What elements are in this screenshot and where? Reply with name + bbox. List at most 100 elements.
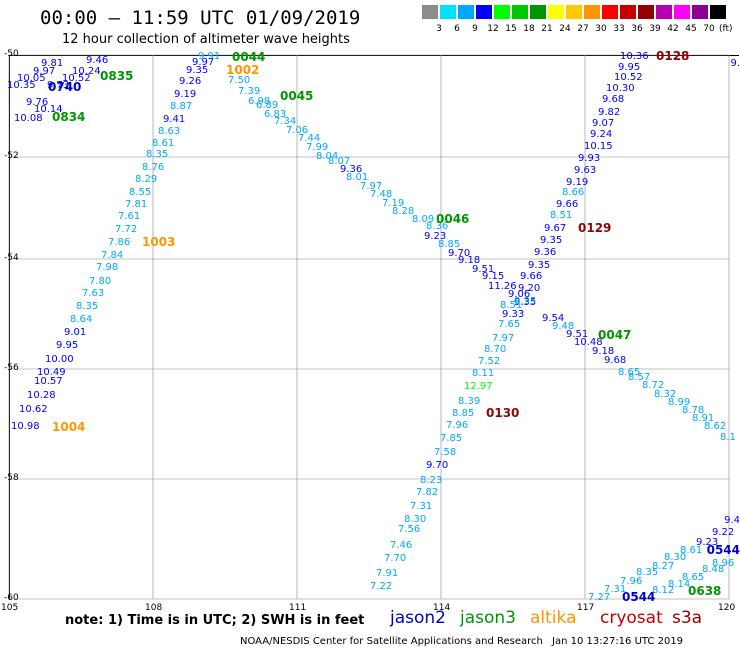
longitude-label: 117 — [577, 603, 595, 613]
wave-height-value: 10.49 — [37, 367, 66, 378]
pass-time-label: 0045 — [280, 89, 314, 103]
wave-height-value: 11.26 — [488, 281, 517, 292]
map-frame — [9, 55, 739, 600]
wave-height-value: 7.65 — [498, 319, 521, 330]
wave-height-value: 8.36 — [426, 221, 449, 232]
wave-height-value: 7.82 — [416, 487, 439, 498]
pass-time-label: 0129 — [578, 221, 612, 235]
footer-timestamp: Jan 10 13:27:16 UTC 2019 — [552, 636, 684, 647]
wave-height-value: 8.35 — [636, 567, 659, 578]
wave-height-value: 8.96 — [712, 558, 735, 569]
wave-height-value: 9.51 — [472, 264, 495, 275]
wave-height-value: 7.72 — [115, 224, 138, 235]
wave-height-value: 7.31 — [604, 584, 627, 595]
latitude-label: -58 — [4, 473, 19, 483]
pass-time-label: 1004 — [52, 420, 86, 434]
wave-height-value: 9.06 — [508, 289, 531, 300]
color-scale-label: 21 — [541, 24, 553, 34]
color-scale-swatch — [692, 5, 708, 19]
wave-height-value: 7.52 — [478, 356, 501, 367]
wave-height-value: 8.51 — [500, 300, 523, 311]
color-scale-label: 30 — [595, 24, 607, 34]
wave-height-value: 8.23 — [420, 475, 443, 486]
wave-height-value: 9.81 — [41, 58, 64, 69]
wave-height-value: 7.61 — [118, 211, 141, 222]
pass-time-label: 0130 — [486, 406, 520, 420]
latitude-label: -56 — [4, 363, 19, 373]
wave-height-value: 9.73 — [47, 80, 70, 91]
color-scale-swatch — [674, 5, 690, 19]
legend-item-s3a: s3a — [672, 608, 703, 628]
wave-height-value: 10.08 — [14, 113, 43, 124]
wave-height-value: 9.18 — [458, 255, 481, 266]
wave-height-value: 10.36 — [620, 51, 649, 62]
color-scale-label: 12 — [487, 24, 499, 34]
wave-height-value: 7.06 — [286, 125, 309, 136]
wave-height-value: 7.97 — [492, 333, 515, 344]
wave-height-value: 8.61 — [152, 138, 175, 149]
wave-height-value: 7.96 — [620, 576, 643, 587]
wave-height-value: 8.35 — [514, 296, 537, 307]
wave-height-value: 8.70 — [484, 344, 507, 355]
footer-agency: NOAA/NESDIS Center for Satellite Applica… — [240, 636, 543, 647]
wave-height-value: 8.1 — [720, 432, 736, 443]
wave-height-value: 7.86 — [108, 237, 131, 248]
wave-height-value: 8.87 — [170, 101, 193, 112]
color-scale-label: 42 — [667, 24, 679, 34]
wave-height-value: 9.97 — [33, 66, 56, 77]
wave-height-value: 9.15 — [482, 271, 505, 282]
wave-height-value: 8.85 — [438, 239, 461, 250]
latitude-label: -54 — [4, 253, 19, 263]
wave-height-value: 7.96 — [446, 420, 469, 431]
wave-height-value: 8.12 — [652, 585, 675, 596]
wave-height-value: 9.70 — [448, 248, 471, 259]
wave-height-value: 8.39 — [458, 396, 481, 407]
color-scale-label: 3 — [436, 24, 442, 34]
wave-height-value: 8.63 — [158, 126, 181, 137]
wave-height-value: 8.01 — [346, 172, 369, 183]
color-scale-swatch — [566, 5, 582, 19]
wave-height-value: 9.66 — [520, 271, 543, 282]
wave-height-value: 8.78 — [682, 405, 705, 416]
wave-height-value: 8.14 — [668, 579, 691, 590]
wave-height-value: 9.35 — [514, 297, 537, 308]
wave-height-value: 9.26 — [179, 76, 202, 87]
wave-height-value: 9.19 — [566, 177, 589, 188]
wave-height-value: 9.82 — [598, 107, 621, 118]
wave-height-value: 8.76 — [142, 162, 165, 173]
wave-height-value: 9.19 — [174, 89, 197, 100]
wave-height-value: 7.70 — [384, 553, 407, 564]
wave-height-value: 10.15 — [584, 141, 613, 152]
note-text: note: 1) Time is in UTC; 2) SWH is in fe… — [65, 613, 365, 628]
wave-height-value: 7.46 — [390, 540, 413, 551]
wave-height-value: 9.54 — [542, 313, 565, 324]
wave-height-value: 9. — [730, 58, 740, 69]
wave-height-value: 10.14 — [34, 104, 63, 115]
wave-height-value: 9.95 — [618, 62, 641, 73]
wave-height-value: 8.65 — [682, 572, 705, 583]
longitude-label: 120 — [718, 603, 736, 613]
wave-height-value: 9.24 — [590, 129, 613, 140]
wave-height-value: 9.18 — [592, 346, 615, 357]
wave-height-value: 9.67 — [544, 223, 567, 234]
wave-height-value: 9.23 — [696, 537, 719, 548]
wave-height-value: 7.39 — [238, 86, 261, 97]
wave-height-value: 10.48 — [574, 337, 603, 348]
pass-time-label: 0638 — [688, 584, 722, 598]
wave-height-value: 7.27 — [588, 592, 611, 603]
wave-height-value: 8.62 — [704, 421, 727, 432]
wave-height-value: 10.35 — [7, 80, 36, 91]
legend-item-jason2: jason2 — [390, 608, 446, 628]
pass-time-label: 0046 — [436, 212, 470, 226]
wave-height-value: 10.57 — [34, 376, 63, 387]
wave-height-value: 8.35 — [76, 301, 99, 312]
wave-height-value: 9.36 — [534, 247, 557, 258]
wave-height-value: 8.07 — [328, 156, 351, 167]
wave-height-value: 7.97 — [360, 181, 383, 192]
wave-height-value: 10.98 — [11, 421, 40, 432]
wave-height-value: 9.95 — [56, 340, 79, 351]
wave-height-value: 9.68 — [602, 94, 625, 105]
wave-height-value: 9.51 — [566, 329, 589, 340]
map-title: 00:00 – 11:59 UTC 01/09/2019 — [40, 7, 361, 29]
pass-time-label: 1002 — [226, 63, 260, 77]
